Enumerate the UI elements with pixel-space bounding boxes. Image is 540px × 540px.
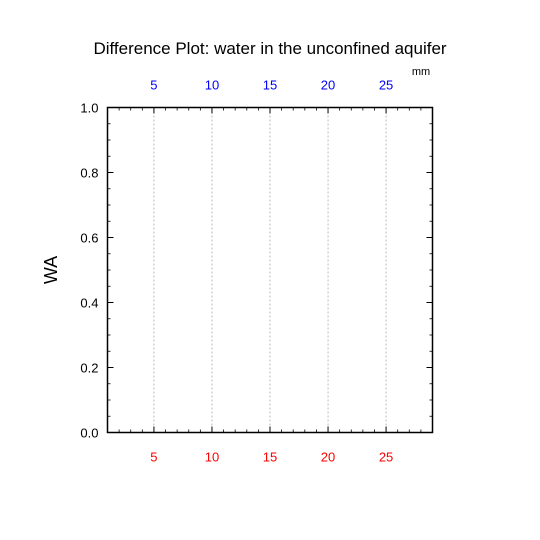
x-tick-label-bottom: 15 xyxy=(263,450,277,465)
y-tick-label: 0.2 xyxy=(80,361,98,376)
x-tick-label-top: 10 xyxy=(205,78,219,93)
top-axis-unit: mm xyxy=(412,66,430,78)
x-tick-label-bottom: 5 xyxy=(150,450,157,465)
tick-labels: 5 5 10 10 15 15 20 20 25 25 0.0 0.2 0.4 0.6 0.8 1.0 xyxy=(80,78,393,465)
x-tick-label-top: 25 xyxy=(379,78,393,93)
chart-title: Difference Plot: water in the unconfined… xyxy=(93,39,446,58)
y-tick-label: 0.0 xyxy=(80,426,98,441)
y-tick-label: 1.0 xyxy=(80,101,98,116)
x-tick-label-bottom: 25 xyxy=(379,450,393,465)
x-tick-label-top: 5 xyxy=(150,78,157,93)
x-tick-label-top: 20 xyxy=(321,78,335,93)
y-tick-label: 0.4 xyxy=(80,296,98,311)
grid-lines xyxy=(153,107,387,433)
x-tick-label-bottom: 10 xyxy=(205,450,219,465)
y-axis-label: WA xyxy=(41,256,61,284)
y-tick-label: 0.6 xyxy=(80,231,98,246)
y-tick-label: 0.8 xyxy=(80,166,98,181)
x-tick-label-top: 15 xyxy=(263,78,277,93)
plot-frame xyxy=(106,106,434,434)
x-tick-label-bottom: 20 xyxy=(321,450,335,465)
